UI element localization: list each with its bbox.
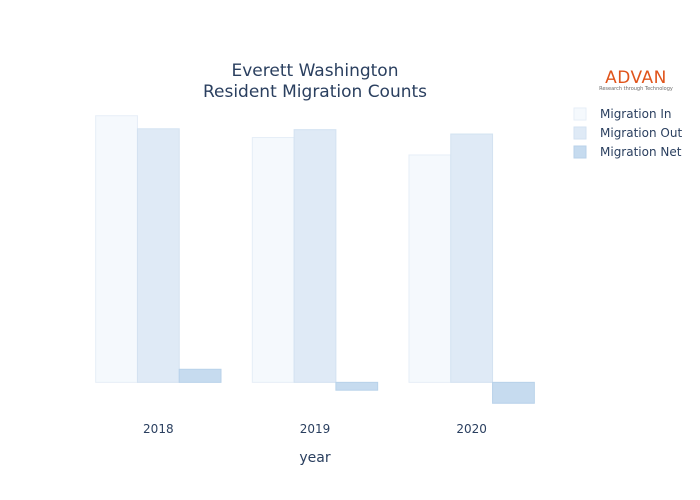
- logo-wordmark: ADVAN: [605, 68, 667, 88]
- bar-migration-in-2019[interactable]: [251, 137, 295, 383]
- bar-migration-out-2020[interactable]: [450, 133, 494, 383]
- legend-item-migration-net[interactable]: Migration Net: [573, 145, 682, 159]
- chart-title-line-1: Everett Washington: [232, 61, 399, 81]
- legend-swatch: [573, 145, 587, 159]
- bar-migration-net-2019[interactable]: [335, 381, 379, 391]
- x-axis-ticks: 2018 2019 2020: [143, 422, 487, 436]
- chart-title-line-2: Resident Migration Counts: [203, 82, 427, 102]
- bar-migration-out-2019[interactable]: [293, 129, 337, 383]
- legend-item-migration-in[interactable]: Migration In: [573, 107, 672, 121]
- x-tick-label-2019: 2019: [300, 422, 331, 436]
- legend-swatch: [573, 126, 587, 140]
- legend-item-migration-out[interactable]: Migration Out: [573, 126, 682, 140]
- legend-label: Migration In: [600, 107, 672, 121]
- x-tick-label-2018: 2018: [143, 422, 174, 436]
- chart-title: Everett Washington Resident Migration Co…: [203, 61, 427, 102]
- plot-area: [95, 115, 535, 404]
- legend-label: Migration Net: [600, 145, 682, 159]
- bar-migration-in-2018[interactable]: [95, 115, 138, 383]
- legend[interactable]: Migration In Migration Out Migration Net: [573, 107, 682, 159]
- bar-migration-in-2020[interactable]: [408, 154, 452, 383]
- x-axis-title: year: [299, 450, 330, 466]
- logo-tagline: Research through Technology: [599, 86, 673, 92]
- bar-migration-net-2020[interactable]: [492, 381, 535, 404]
- legend-label: Migration Out: [600, 126, 682, 140]
- advan-logo: ADVAN Research through Technology: [599, 68, 673, 92]
- x-tick-label-2020: 2020: [456, 422, 487, 436]
- bar-migration-net-2018[interactable]: [178, 368, 222, 383]
- bar-migration-out-2018[interactable]: [136, 128, 180, 383]
- legend-swatch: [573, 107, 587, 121]
